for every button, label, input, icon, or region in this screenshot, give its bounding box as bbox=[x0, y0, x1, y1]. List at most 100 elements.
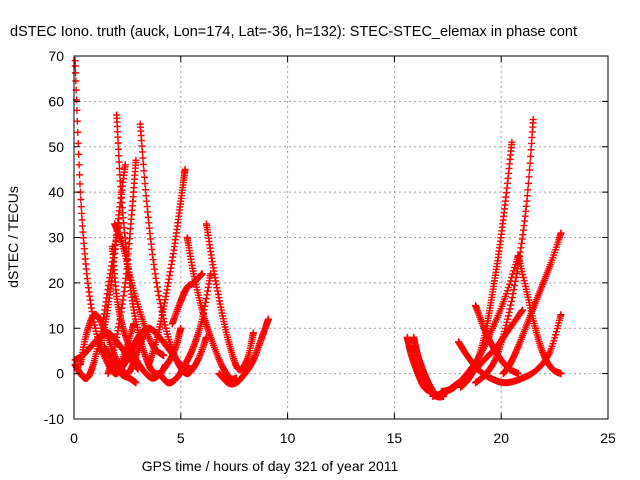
data-point bbox=[76, 171, 84, 179]
x-tick-label: 15 bbox=[387, 430, 403, 446]
data-point bbox=[508, 297, 516, 305]
series-pass-15 bbox=[155, 270, 215, 387]
series-pass-16 bbox=[183, 234, 240, 383]
y-tick-label: 0 bbox=[56, 366, 64, 382]
data-point bbox=[198, 270, 206, 278]
data-point bbox=[513, 269, 521, 277]
data-point bbox=[249, 329, 257, 337]
data-point bbox=[524, 179, 532, 187]
data-point bbox=[109, 349, 117, 357]
data-point bbox=[72, 69, 80, 77]
data-point bbox=[97, 317, 105, 325]
x-tick-label: 20 bbox=[493, 430, 509, 446]
data-point bbox=[264, 315, 272, 323]
data-point bbox=[491, 357, 499, 365]
data-point bbox=[153, 283, 161, 291]
y-tick-label: 30 bbox=[48, 230, 64, 246]
data-point bbox=[525, 173, 533, 181]
series-pass-27 bbox=[514, 252, 565, 378]
data-point bbox=[78, 209, 86, 217]
data-point bbox=[74, 139, 82, 147]
x-tick-label: 0 bbox=[70, 430, 78, 446]
data-point bbox=[140, 173, 148, 181]
data-point bbox=[557, 311, 565, 319]
data-point bbox=[529, 116, 537, 124]
y-tick-label: 70 bbox=[48, 48, 64, 64]
data-point bbox=[161, 321, 169, 329]
y-axis-label: dSTEC / TECUs bbox=[5, 186, 21, 288]
data-point bbox=[523, 192, 531, 200]
data-point bbox=[177, 324, 185, 332]
series-pass-28 bbox=[472, 302, 522, 378]
data-point bbox=[503, 318, 511, 326]
data-point bbox=[552, 331, 560, 339]
data-point bbox=[77, 196, 85, 204]
data-point bbox=[114, 133, 122, 141]
data-point bbox=[121, 161, 129, 169]
data-point bbox=[114, 145, 122, 153]
data-point bbox=[552, 328, 560, 336]
x-tick-label: 5 bbox=[177, 430, 185, 446]
y-tick-label: -10 bbox=[44, 411, 64, 427]
series-pass-10 bbox=[96, 161, 129, 355]
data-point bbox=[154, 287, 162, 295]
data-point bbox=[508, 294, 516, 302]
data-point bbox=[77, 203, 85, 211]
data-point bbox=[490, 358, 498, 366]
data-point bbox=[140, 167, 148, 175]
data-point bbox=[524, 186, 532, 194]
data-point bbox=[506, 280, 514, 288]
data-point bbox=[508, 138, 516, 146]
data-point bbox=[201, 302, 209, 310]
data-point bbox=[509, 270, 517, 278]
data-point bbox=[96, 315, 104, 323]
data-point bbox=[155, 292, 163, 300]
data-point bbox=[519, 306, 527, 314]
x-tick-label: 25 bbox=[600, 430, 616, 446]
series-pass-17 bbox=[202, 220, 257, 374]
series-pass-24 bbox=[472, 116, 537, 387]
series-pass-18 bbox=[215, 315, 272, 388]
data-point bbox=[503, 287, 511, 295]
data-point bbox=[142, 186, 150, 194]
series-pass-26 bbox=[499, 229, 565, 378]
data-point bbox=[153, 279, 161, 287]
series-pass-11 bbox=[104, 156, 140, 378]
data-point bbox=[139, 160, 147, 168]
y-axis: -10 0 10 20 30 40 50 60 70 bbox=[44, 48, 608, 427]
data-point bbox=[138, 148, 146, 156]
data-point bbox=[78, 216, 86, 224]
grid bbox=[74, 56, 608, 419]
data-point bbox=[79, 222, 87, 230]
data-point bbox=[74, 128, 82, 136]
data-point bbox=[132, 156, 140, 164]
data-point bbox=[506, 305, 514, 313]
y-tick-label: 60 bbox=[48, 93, 64, 109]
data-point bbox=[511, 282, 519, 290]
chart-title: dSTEC Iono. truth (auck, Lon=174, Lat=-3… bbox=[10, 24, 577, 40]
data-point bbox=[75, 161, 83, 169]
data-point bbox=[138, 142, 146, 150]
y-tick-label: 50 bbox=[48, 139, 64, 155]
x-axis: 0 5 10 15 20 25 bbox=[70, 56, 616, 446]
data-point bbox=[115, 158, 123, 166]
data-point bbox=[73, 117, 81, 125]
data-point bbox=[115, 164, 123, 172]
data-marks bbox=[71, 57, 565, 401]
data-point bbox=[110, 346, 118, 354]
data-point bbox=[162, 361, 170, 369]
data-point bbox=[510, 286, 518, 294]
data-point bbox=[141, 180, 149, 188]
series-pass-25 bbox=[454, 311, 565, 387]
y-tick-label: 40 bbox=[48, 184, 64, 200]
data-point bbox=[504, 312, 512, 320]
data-point bbox=[526, 159, 534, 167]
data-point bbox=[173, 356, 181, 364]
data-point bbox=[551, 334, 559, 342]
data-point bbox=[73, 106, 81, 114]
data-point bbox=[139, 154, 147, 162]
data-point bbox=[509, 290, 517, 298]
data-point bbox=[181, 165, 189, 173]
data-point bbox=[160, 351, 168, 359]
